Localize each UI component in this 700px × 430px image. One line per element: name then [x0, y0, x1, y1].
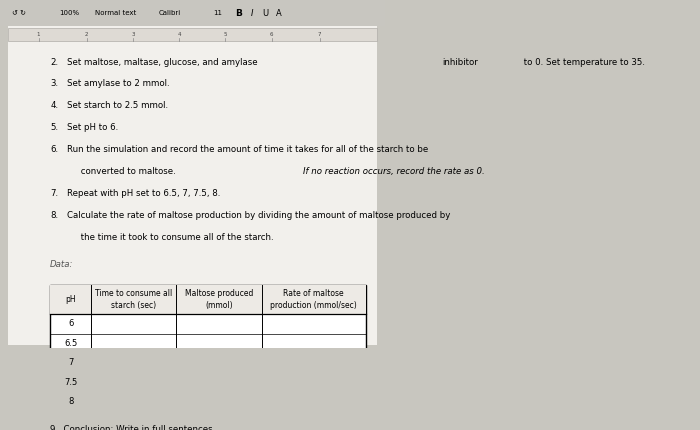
Text: Time to consume all
starch (sec): Time to consume all starch (sec): [95, 289, 172, 310]
Text: converted to maltose.: converted to maltose.: [67, 167, 179, 176]
Text: pH: pH: [65, 295, 76, 304]
Text: Set amylase to 2 mmol.: Set amylase to 2 mmol.: [67, 80, 170, 89]
Text: 8.: 8.: [50, 211, 58, 220]
Text: 4: 4: [177, 32, 181, 37]
FancyBboxPatch shape: [50, 286, 366, 314]
Text: If no reaction occurs, record the rate as 0.: If no reaction occurs, record the rate a…: [302, 167, 484, 176]
Text: the time it took to consume all of the starch.: the time it took to consume all of the s…: [67, 233, 274, 242]
Text: Set pH to 6.: Set pH to 6.: [67, 123, 119, 132]
Text: 7: 7: [318, 32, 321, 37]
Text: U: U: [262, 9, 269, 18]
Text: 5.: 5.: [50, 123, 58, 132]
FancyBboxPatch shape: [8, 7, 377, 345]
Text: 5: 5: [223, 32, 227, 37]
Text: Normal text: Normal text: [95, 10, 136, 16]
Text: Set maltose, maltase, glucose, and amylase: Set maltose, maltase, glucose, and amyla…: [67, 58, 261, 67]
Text: 11: 11: [213, 10, 222, 16]
Text: 2.: 2.: [50, 58, 58, 67]
Text: 6.5: 6.5: [64, 339, 77, 348]
Text: 2: 2: [85, 32, 88, 37]
Text: 8: 8: [68, 397, 74, 406]
Text: Calculate the rate of maltose production by dividing the amount of maltose produ: Calculate the rate of maltose production…: [67, 211, 451, 220]
Text: Maltose produced
(mmol): Maltose produced (mmol): [185, 289, 253, 310]
Text: 3.: 3.: [50, 80, 58, 89]
Text: Data:: Data:: [50, 260, 74, 269]
Text: Rate of maltose
production (mmol/sec): Rate of maltose production (mmol/sec): [270, 289, 357, 310]
Text: B: B: [235, 9, 242, 18]
FancyBboxPatch shape: [50, 286, 366, 412]
Text: Run the simulation and record the amount of time it takes for all of the starch : Run the simulation and record the amount…: [67, 145, 428, 154]
Text: 9.  Conclusion: Write in full sentences.: 9. Conclusion: Write in full sentences.: [50, 425, 216, 430]
Text: Calibri: Calibri: [158, 10, 181, 16]
Text: 100%: 100%: [60, 10, 79, 16]
Text: inhibitor: inhibitor: [442, 58, 478, 67]
Text: Repeat with pH set to 6.5, 7, 7.5, 8.: Repeat with pH set to 6.5, 7, 7.5, 8.: [67, 189, 220, 198]
Text: 7: 7: [68, 358, 74, 367]
Text: 3: 3: [131, 32, 134, 37]
Text: 4.: 4.: [50, 101, 58, 111]
FancyBboxPatch shape: [0, 0, 385, 26]
Text: to 0. Set temperature to 35.: to 0. Set temperature to 35.: [521, 58, 645, 67]
Text: 6: 6: [68, 319, 74, 328]
Text: 6: 6: [270, 32, 273, 37]
Text: 1: 1: [37, 32, 41, 37]
Text: 7.: 7.: [50, 189, 58, 198]
Text: I: I: [251, 9, 253, 18]
Text: Set starch to 2.5 mmol.: Set starch to 2.5 mmol.: [67, 101, 169, 111]
Text: 6.: 6.: [50, 145, 58, 154]
FancyBboxPatch shape: [8, 28, 377, 41]
Text: A: A: [276, 9, 282, 18]
Text: ↺ ↻: ↺ ↻: [12, 10, 26, 16]
Text: 7.5: 7.5: [64, 378, 77, 387]
